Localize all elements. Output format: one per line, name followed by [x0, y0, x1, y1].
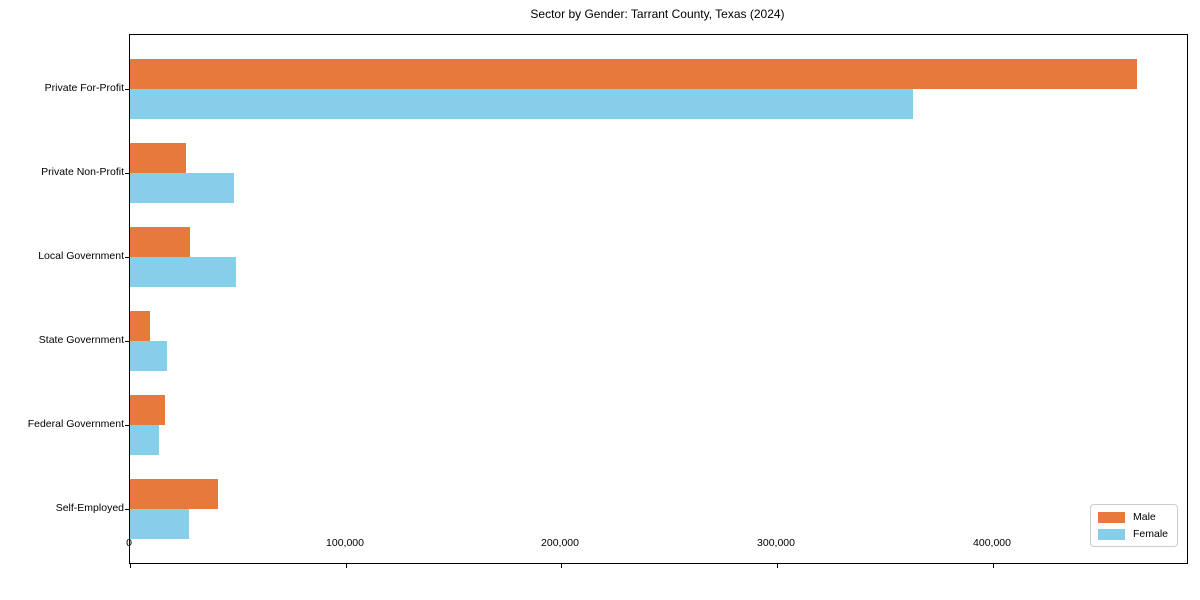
bar-female-private-for-profit: [130, 89, 913, 119]
x-tick-mark: [993, 564, 994, 568]
bar-male-federal-government: [130, 395, 165, 425]
x-tick-mark: [777, 564, 778, 568]
bar-female-local-government: [130, 257, 236, 287]
x-tick-mark: [346, 564, 347, 568]
bar-male-state-government: [130, 311, 150, 341]
x-tick-label-100000: 100,000: [326, 537, 364, 549]
bar-male-private-non-profit: [130, 143, 186, 173]
legend-entry-female: Female: [1098, 528, 1168, 540]
legend-label-male: Male: [1133, 511, 1156, 523]
legend-swatch-female: [1098, 528, 1125, 540]
legend: Male Female: [1090, 504, 1179, 547]
x-tick-label-0: 0: [126, 537, 132, 549]
x-tick-label-200000: 200,000: [541, 537, 579, 549]
y-tick-label-state-government: State Government: [38, 334, 124, 346]
y-tick-label-private-non-profit: Private Non-Profit: [41, 166, 124, 178]
legend-entry-male: Male: [1098, 511, 1168, 523]
y-tick-label-private-for-profit: Private For-Profit: [44, 82, 124, 94]
y-tick-mark: [125, 425, 129, 426]
bar-male-local-government: [130, 227, 190, 257]
y-tick-label-federal-government: Federal Government: [27, 418, 124, 430]
y-tick-mark: [125, 89, 129, 90]
bar-female-private-non-profit: [130, 173, 234, 203]
y-tick-mark: [125, 257, 129, 258]
x-tick-label-400000: 400,000: [973, 537, 1011, 549]
bar-female-self-employed: [130, 509, 189, 539]
legend-swatch-male: [1098, 511, 1125, 523]
x-tick-label-300000: 300,000: [757, 537, 795, 549]
bar-male-self-employed: [130, 479, 218, 509]
bar-female-state-government: [130, 341, 167, 371]
x-tick-mark: [561, 564, 562, 568]
y-tick-mark: [125, 173, 129, 174]
bar-female-federal-government: [130, 425, 159, 455]
legend-label-female: Female: [1133, 528, 1169, 540]
y-tick-mark: [125, 509, 129, 510]
chart-title: Sector by Gender: Tarrant County, Texas …: [530, 7, 785, 21]
plot-area: [125, 34, 1188, 568]
x-tick-mark: [130, 564, 131, 568]
bar-male-private-for-profit: [130, 59, 1137, 89]
y-tick-label-local-government: Local Government: [38, 250, 124, 262]
y-tick-label-self-employed: Self-Employed: [55, 502, 124, 514]
y-tick-mark: [125, 341, 129, 342]
